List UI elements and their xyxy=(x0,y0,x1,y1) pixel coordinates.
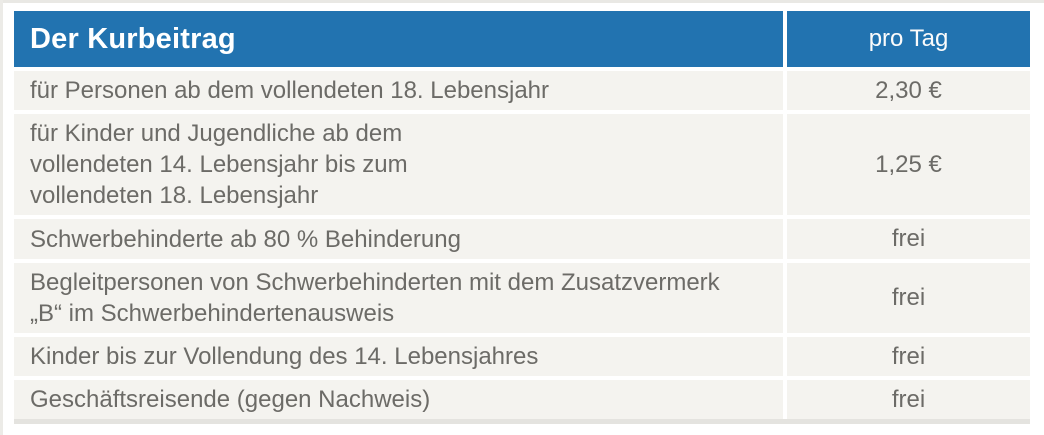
row-label: für Personen ab dem vollendeten 18. Lebe… xyxy=(14,71,783,110)
value-column-header: pro Tag xyxy=(787,11,1030,67)
table-row: Geschäftsreisende (gegen Nachweis) frei xyxy=(14,380,1030,419)
page-top-edge xyxy=(0,0,1044,3)
row-value: 2,30 € xyxy=(787,71,1030,110)
row-label: Geschäftsreisende (gegen Nachweis) xyxy=(14,380,783,419)
row-value: frei xyxy=(787,219,1030,259)
row-value: frei xyxy=(787,337,1030,376)
row-label: für Kinder und Jugendliche ab dem vollen… xyxy=(14,114,783,215)
row-label: Schwerbehinderte ab 80 % Behinderung xyxy=(14,219,783,259)
row-label: Kinder bis zur Vollendung des 14. Lebens… xyxy=(14,337,783,376)
row-label: Begleitpersonen von Schwerbehinderten mi… xyxy=(14,263,783,333)
row-value: frei xyxy=(787,263,1030,333)
row-value: frei xyxy=(787,380,1030,419)
table-row: für Kinder und Jugendliche ab dem vollen… xyxy=(14,114,1030,215)
page-left-edge xyxy=(0,0,3,435)
row-value: 1,25 € xyxy=(787,114,1030,215)
table-row: Kinder bis zur Vollendung des 14. Lebens… xyxy=(14,337,1030,376)
table-header-row: Der Kurbeitrag pro Tag xyxy=(14,11,1030,67)
table-title: Der Kurbeitrag xyxy=(14,11,783,67)
table-row: Schwerbehinderte ab 80 % Behinderung fre… xyxy=(14,219,1030,259)
table-row: für Personen ab dem vollendeten 18. Lebe… xyxy=(14,71,1030,110)
kurbeitrag-table: Der Kurbeitrag pro Tag für Personen ab d… xyxy=(14,11,1030,419)
table-row: Begleitpersonen von Schwerbehinderten mi… xyxy=(14,263,1030,333)
